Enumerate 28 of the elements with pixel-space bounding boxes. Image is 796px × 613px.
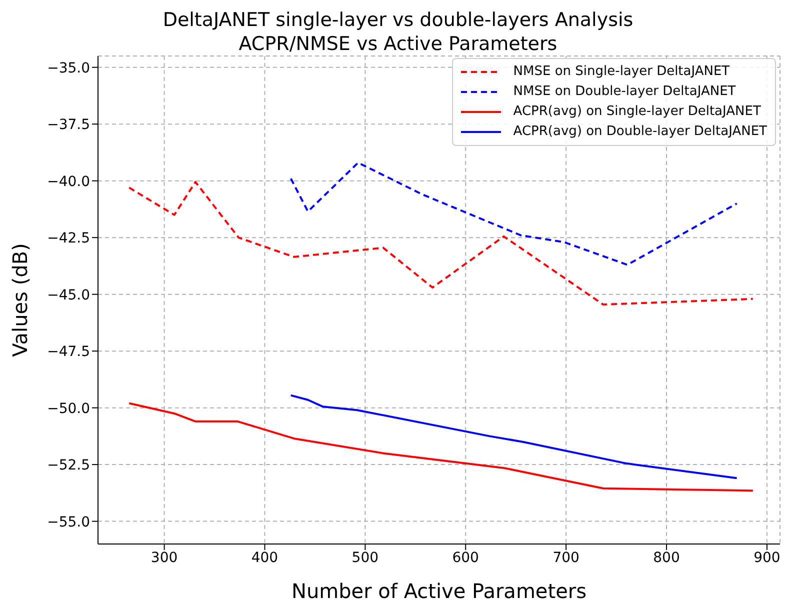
y-tick-label: −37.5 [47,117,90,134]
x-tick-label: 500 [352,550,379,566]
legend-label: ACPR(avg) on Single-layer DeltaJANET [513,103,761,121]
line-series [290,394,738,480]
legend-label: ACPR(avg) on Double-layer DeltaJANET [513,123,767,141]
y-axis-title: Values (dB) [8,243,32,357]
line-series [128,402,754,492]
x-axis-title: Number of Active Parameters [291,579,587,603]
y-tick-label: −47.5 [47,344,90,360]
y-tick-label: −42.5 [47,230,90,247]
y-tick-label: −45.0 [47,287,90,304]
legend-label: NMSE on Double-layer DeltaJANET [513,83,736,101]
x-tick-label: 700 [552,550,580,566]
y-tick-label: −50.0 [47,400,90,417]
x-tick-label: 300 [150,550,178,566]
x-tick-label: 800 [653,550,680,566]
chart-subtitle: ACPR/NMSE vs Active Parameters [238,32,558,56]
legend-label: NMSE on Single-layer DeltaJANET [513,63,730,81]
y-tick-label: −55.0 [47,514,90,530]
x-tick-label: 600 [452,550,479,566]
y-tick-label: −52.5 [47,458,90,474]
x-tick-label: 900 [754,550,780,566]
chart-title: DeltaJANET single-layer vs double-layers Analysis [162,8,634,32]
y-tick-label: −40.0 [47,174,90,190]
y-tick-label: −35.0 [47,60,90,76]
x-tick-label: 400 [251,550,278,566]
line-series [290,162,738,266]
line-series [128,180,754,306]
